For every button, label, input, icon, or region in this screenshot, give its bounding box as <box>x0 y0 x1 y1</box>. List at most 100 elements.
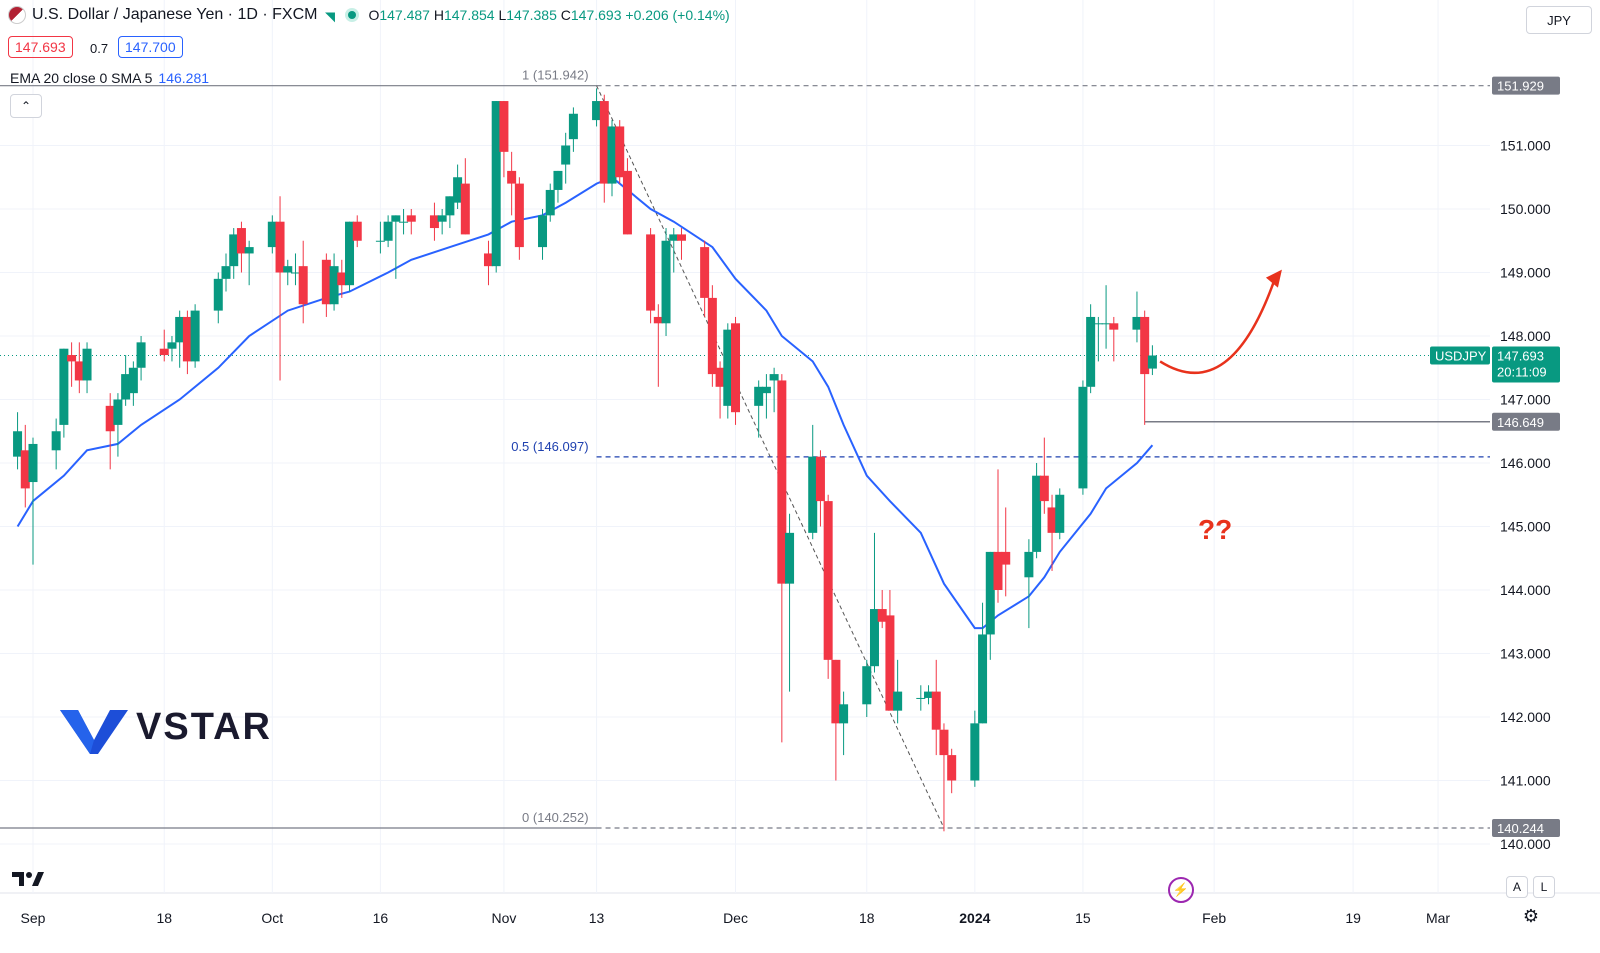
candle-body <box>13 431 23 457</box>
candle-body <box>1093 323 1103 325</box>
x-tick-label: 13 <box>589 910 605 926</box>
vstar-logo-text: VSTAR <box>136 706 272 748</box>
chevron-up-icon: ⌃ <box>20 99 32 113</box>
candle-body <box>568 113 578 140</box>
x-tick-label: 2024 <box>959 910 990 926</box>
candle-body <box>352 221 362 241</box>
y-tick-label: 149.000 <box>1500 265 1551 281</box>
symbol-tag <box>1430 346 1490 365</box>
candle-body <box>1140 316 1150 375</box>
candle-body <box>1047 507 1057 533</box>
y-tick-label: 148.000 <box>1500 328 1551 344</box>
fib-level-label: 1 (151.942) <box>522 68 589 83</box>
candle-body <box>839 704 849 724</box>
fib-axis-tag <box>1492 818 1560 837</box>
collapse-legend-button[interactable]: ⌃ <box>10 94 42 118</box>
symbol-title[interactable]: U.S. Dollar / Japanese Yen · 1D · FXCM <box>32 6 318 23</box>
candle-body <box>1132 316 1142 330</box>
fib-axis-label: 140.244 <box>1497 821 1544 836</box>
candle-body <box>283 266 293 273</box>
candle-body <box>769 374 779 381</box>
candle-body <box>653 316 663 324</box>
candle-body <box>615 126 625 178</box>
candle-body <box>82 348 92 381</box>
settings-gear-icon[interactable]: ⚙ <box>1522 906 1540 926</box>
candle-body <box>51 431 61 451</box>
candle-body <box>445 196 455 216</box>
log-scale-button[interactable]: L <box>1533 876 1555 898</box>
candle-body <box>514 183 524 248</box>
candle-body <box>136 342 146 368</box>
candle-body <box>707 297 717 375</box>
candle-body <box>985 551 995 635</box>
candle-body <box>105 405 115 432</box>
support-axis-tag <box>1492 412 1560 431</box>
candle-body <box>646 234 656 311</box>
candle-body <box>1032 475 1042 552</box>
candle-body <box>545 189 555 216</box>
candle-body <box>993 551 1003 590</box>
candle-body <box>893 691 903 711</box>
y-tick-label: 150.000 <box>1500 201 1551 217</box>
ema-line <box>16 176 1154 630</box>
x-tick-label: Sep <box>21 910 46 926</box>
candle-body <box>383 221 393 241</box>
indicator-value: 146.281 <box>158 70 210 86</box>
y-tick-label: 141.000 <box>1500 773 1551 789</box>
candle-body <box>1086 316 1096 387</box>
auto-scale-button[interactable]: A <box>1506 876 1528 898</box>
candle-body <box>731 323 741 413</box>
candle-body <box>290 272 300 274</box>
candle-body <box>939 729 949 756</box>
candle-body <box>182 316 192 362</box>
candle-body <box>59 348 69 425</box>
candle-body <box>128 367 138 394</box>
candle-body <box>1147 355 1157 369</box>
y-tick-label: 145.000 <box>1500 519 1551 535</box>
candle-body <box>121 374 131 400</box>
x-tick-label: 18 <box>156 910 172 926</box>
symbol-tag-label: USDJPY <box>1435 348 1487 363</box>
y-tick-label: 146.000 <box>1500 455 1551 471</box>
candle-body <box>970 723 980 781</box>
candle-body <box>375 240 385 242</box>
indicator-legend[interactable]: EMA 20 close 0 SMA 5 146.281 <box>10 70 209 86</box>
x-tick-label: Feb <box>1202 910 1226 926</box>
currency-button[interactable]: JPY <box>1526 6 1592 34</box>
candle-body <box>244 247 254 254</box>
candle-body <box>159 348 169 356</box>
spread-value: 0.7 <box>90 41 109 56</box>
candle-body <box>862 666 872 705</box>
last-price-tag <box>1492 346 1560 383</box>
candle-body <box>499 101 509 152</box>
candle-body <box>607 126 617 184</box>
x-tick-label: Oct <box>261 910 283 926</box>
candle-body <box>1055 494 1065 533</box>
x-tick-label: Mar <box>1426 910 1450 926</box>
candle-body <box>321 259 331 305</box>
candle-body <box>20 450 30 489</box>
candle-body <box>831 659 841 724</box>
candle-body <box>406 215 416 222</box>
market-status-icon <box>325 7 341 23</box>
forecast-arrow <box>1159 275 1278 374</box>
candle-body <box>947 755 957 781</box>
tradingview-logo[interactable] <box>10 868 46 895</box>
candle-body <box>113 399 123 425</box>
candle-body <box>483 253 493 267</box>
candle-body <box>823 501 833 660</box>
sell-price-button[interactable]: 147.693 <box>8 36 73 58</box>
candle-body <box>453 177 463 203</box>
candle-body <box>67 355 77 362</box>
candle-body <box>815 456 825 502</box>
buy-price-button[interactable]: 147.700 <box>118 36 183 58</box>
lightning-icon[interactable]: ⚡ <box>1168 877 1194 903</box>
candle-body <box>676 234 686 241</box>
y-tick-label: 147.000 <box>1500 392 1551 408</box>
candle-body <box>885 615 895 711</box>
y-tick-label: 144.000 <box>1500 582 1551 598</box>
candle-body <box>28 443 38 483</box>
candle-body <box>869 609 879 667</box>
